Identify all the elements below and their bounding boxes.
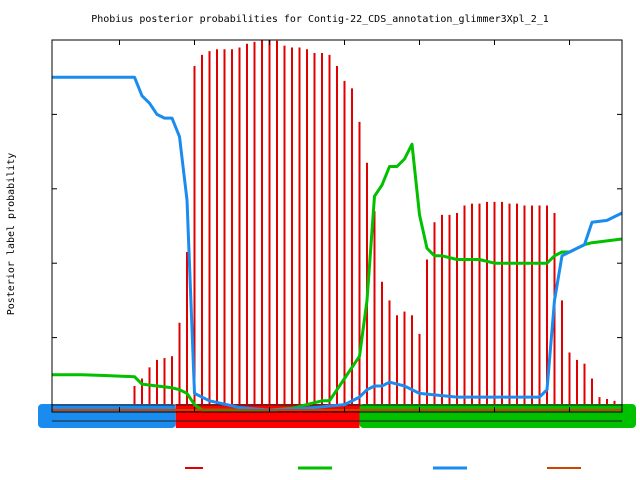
- signal-peptide-line: [52, 75, 623, 412]
- axis-ticks: [52, 39, 622, 412]
- topology-segment-transmembrane: [175, 404, 360, 428]
- chart-title: Phobius posterior probabilities for Cont…: [91, 14, 549, 25]
- topology-bar: [38, 404, 636, 428]
- plot-frame: [51, 39, 623, 413]
- non-cytoplasmic-line: [52, 142, 623, 412]
- topology-segment-cytoplasmic: [38, 404, 176, 428]
- probability-lines: [52, 75, 623, 412]
- y-axis-label: Posterior label probability: [6, 153, 17, 316]
- topology-segment-non-cytoplasmic: [359, 404, 636, 428]
